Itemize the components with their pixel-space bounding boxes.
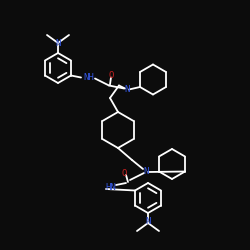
Text: O: O	[108, 71, 114, 80]
Text: N: N	[124, 85, 130, 94]
Text: N: N	[145, 218, 151, 226]
Text: NH: NH	[84, 73, 94, 82]
Text: N: N	[55, 40, 61, 48]
Text: N: N	[143, 168, 149, 176]
Text: HN: HN	[106, 182, 117, 192]
Text: O: O	[121, 168, 127, 177]
